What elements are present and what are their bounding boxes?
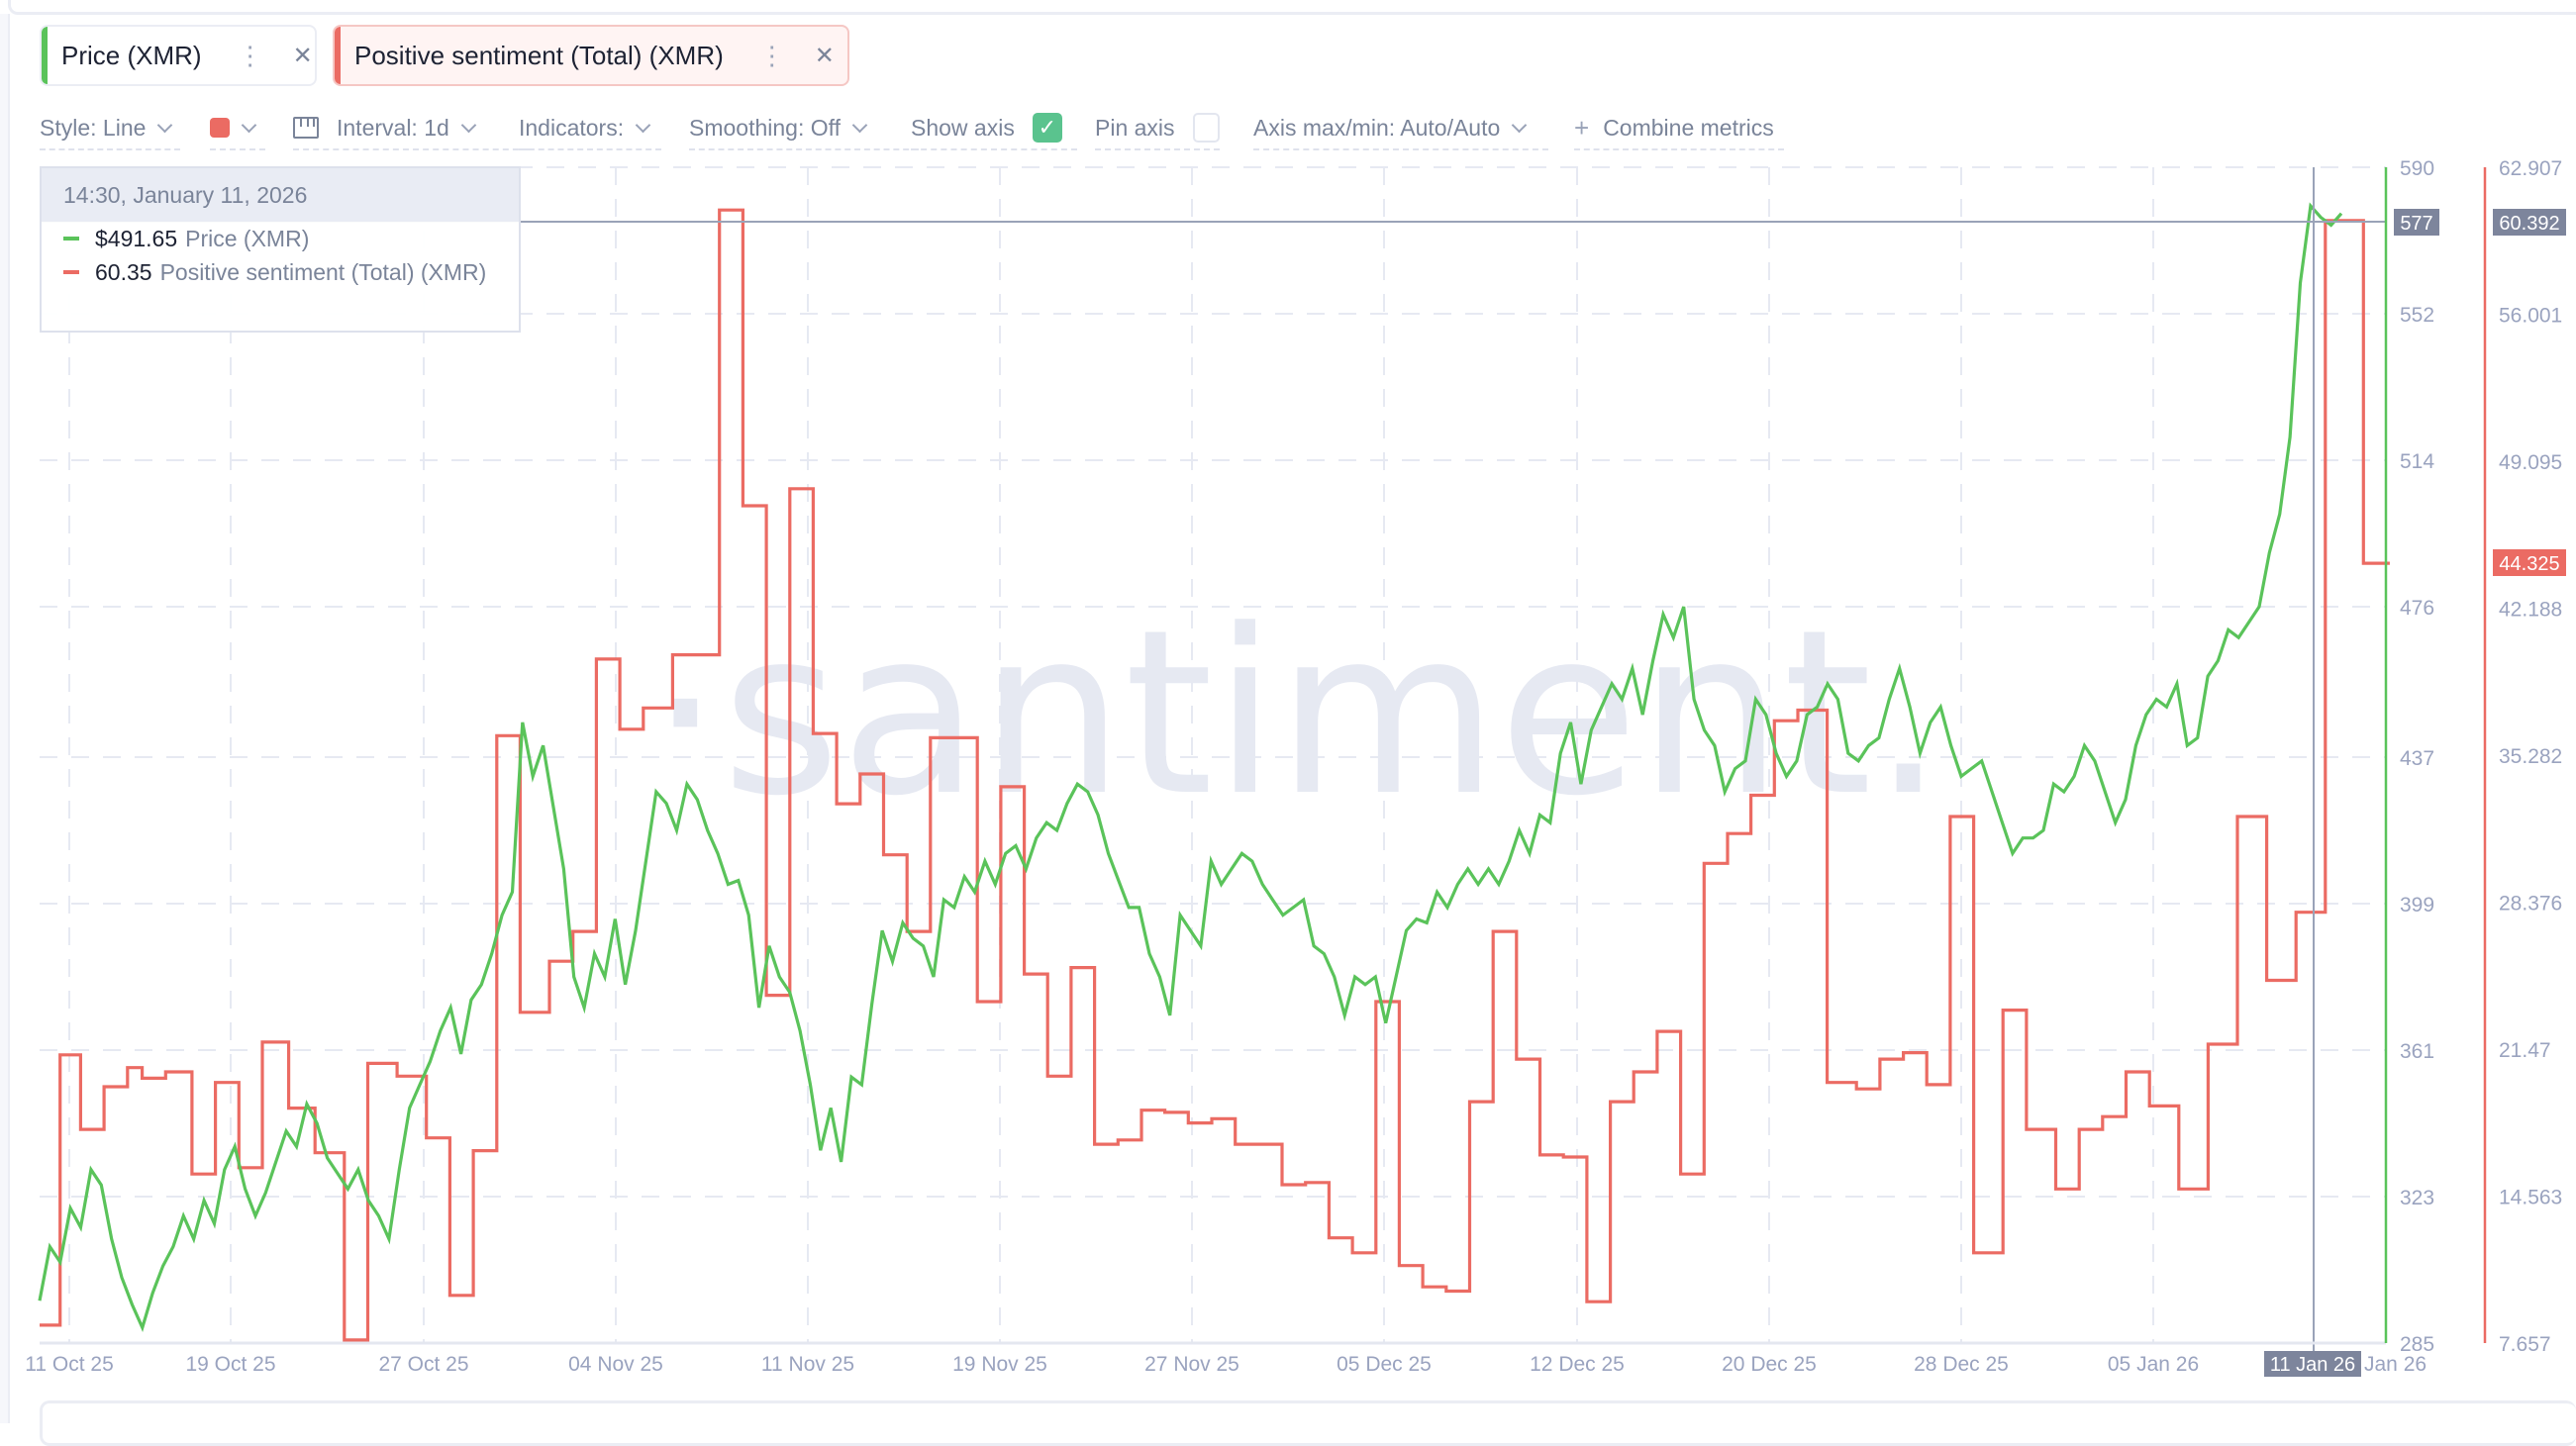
svg-text:285: 285 xyxy=(2400,1333,2434,1356)
tooltip-value: $491.65 xyxy=(95,225,178,251)
indicators-dropdown[interactable]: Indicators: xyxy=(519,107,661,150)
svg-text:437: 437 xyxy=(2400,747,2434,770)
svg-text:05 Jan 26: 05 Jan 26 xyxy=(2108,1353,2199,1376)
metric-chip-label: Price (XMR) xyxy=(61,40,202,70)
combine-metrics-label: Combine metrics xyxy=(1603,114,1774,141)
smoothing-dropdown[interactable]: Smoothing: Off xyxy=(689,107,919,150)
svg-text:11 Jan 26: 11 Jan 26 xyxy=(2270,1354,2355,1376)
svg-text:7.657: 7.657 xyxy=(2499,1333,2551,1356)
close-icon[interactable]: ✕ xyxy=(814,42,835,69)
svg-text:28.376: 28.376 xyxy=(2499,892,2562,915)
more-vertical-icon[interactable]: ⋮ xyxy=(758,40,785,70)
pin-axis-toggle[interactable]: Pin axis xyxy=(1095,107,1220,150)
indicators-label: Indicators: xyxy=(519,114,625,141)
color-picker[interactable] xyxy=(210,107,265,150)
metric-color-bar xyxy=(335,27,341,84)
x-axis-ticks: 11 Oct 25 19 Oct 25 27 Oct 25 04 Nov 25 11 N… xyxy=(25,1353,2427,1376)
svg-text:21.47: 21.47 xyxy=(2499,1039,2551,1062)
range-navigator[interactable] xyxy=(40,1400,2576,1446)
pin-axis-label: Pin axis xyxy=(1095,114,1175,141)
close-icon[interactable]: ✕ xyxy=(292,42,313,69)
svg-text:60.392: 60.392 xyxy=(2499,213,2559,235)
tooltip-metric-name: Price (XMR) xyxy=(185,225,310,251)
show-axis-toggle[interactable]: Show axis ✓ xyxy=(911,107,1077,150)
svg-text:552: 552 xyxy=(2400,304,2434,327)
svg-text:12 Dec 25: 12 Dec 25 xyxy=(1530,1353,1625,1376)
more-vertical-icon[interactable]: ⋮ xyxy=(237,40,263,70)
interval-label: Interval: 1d xyxy=(337,114,449,141)
style-label: Style: Line xyxy=(40,114,147,141)
svg-text:44.325: 44.325 xyxy=(2499,553,2559,575)
svg-text:514: 514 xyxy=(2400,450,2434,473)
crosshair-sentiment-label: 60.392 xyxy=(2493,209,2566,236)
svg-text:19 Nov 25: 19 Nov 25 xyxy=(952,1353,1047,1376)
svg-text:20 Dec 25: 20 Dec 25 xyxy=(1722,1353,1817,1376)
tooltip-value: 60.35 xyxy=(95,258,152,285)
sentiment-axis-ticks: 62.907 56.001 49.095 42.188 35.282 28.376 21.4… xyxy=(2499,157,2562,1356)
svg-text:56.001: 56.001 xyxy=(2499,304,2562,327)
svg-text:14.563: 14.563 xyxy=(2499,1187,2562,1209)
left-rail xyxy=(0,14,10,1423)
top-panel-edge xyxy=(8,0,2576,15)
svg-text:35.282: 35.282 xyxy=(2499,745,2562,768)
svg-text:49.095: 49.095 xyxy=(2499,451,2562,474)
svg-text:42.188: 42.188 xyxy=(2499,599,2562,622)
svg-text:19 Oct 25: 19 Oct 25 xyxy=(185,1353,275,1376)
color-swatch xyxy=(210,118,230,138)
tooltip-row-price: $491.65 Price (XMR) xyxy=(63,222,519,255)
svg-text:05 Dec 25: 05 Dec 25 xyxy=(1337,1353,1432,1376)
style-dropdown[interactable]: Style: Line xyxy=(40,107,180,150)
svg-text:11 Nov 25: 11 Nov 25 xyxy=(761,1353,854,1376)
svg-text:Jan 26: Jan 26 xyxy=(2364,1353,2427,1376)
svg-text:577: 577 xyxy=(2400,213,2432,235)
svg-text:361: 361 xyxy=(2400,1040,2434,1063)
show-axis-label: Show axis xyxy=(911,114,1015,141)
watermark: ·santiment. xyxy=(649,582,1944,846)
crosshair-date-label: 11 Jan 26 xyxy=(2264,1351,2361,1377)
price-axis-ticks: 590 552 514 476 437 399 361 323 285 xyxy=(2400,157,2434,1356)
metric-chip-price[interactable]: Price (XMR) ⋮ ✕ xyxy=(40,25,317,86)
combine-metrics-button[interactable]: + Combine metrics xyxy=(1574,107,1784,150)
svg-text:323: 323 xyxy=(2400,1187,2434,1209)
legend-dash-icon xyxy=(63,237,79,241)
axis-maxmin-label: Axis max/min: Auto/Auto xyxy=(1253,114,1501,141)
svg-text:11 Oct 25: 11 Oct 25 xyxy=(25,1353,114,1376)
metric-color-bar xyxy=(42,27,48,84)
axis-maxmin-dropdown[interactable]: Axis max/min: Auto/Auto xyxy=(1253,107,1548,150)
plus-icon: + xyxy=(1574,112,1590,143)
smoothing-label: Smoothing: Off xyxy=(689,114,841,141)
metric-chip-label: Positive sentiment (Total) (XMR) xyxy=(354,40,724,70)
last-value-sentiment-label: 44.325 xyxy=(2493,549,2566,576)
tooltip-metric-name: Positive sentiment (Total) (XMR) xyxy=(159,258,487,285)
tooltip-row-sentiment: 60.35 Positive sentiment (Total) (XMR) xyxy=(63,255,519,289)
svg-text:28 Dec 25: 28 Dec 25 xyxy=(1914,1353,2009,1376)
tooltip-datetime: 14:30, January 11, 2026 xyxy=(42,168,519,222)
chart-tooltip: 14:30, January 11, 2026 $491.65 Price (X… xyxy=(40,166,521,333)
checkbox-checked-icon[interactable]: ✓ xyxy=(1032,113,1062,143)
crosshair-price-label: 577 xyxy=(2394,209,2439,236)
checkbox-unchecked-icon[interactable] xyxy=(1192,113,1220,143)
ruler-icon xyxy=(293,117,319,139)
svg-text:399: 399 xyxy=(2400,894,2434,916)
svg-text:590: 590 xyxy=(2400,157,2434,180)
price-line xyxy=(38,202,2343,1333)
svg-text:27 Nov 25: 27 Nov 25 xyxy=(1144,1353,1239,1376)
metric-chip-sentiment[interactable]: Positive sentiment (Total) (XMR) ⋮ ✕ xyxy=(333,25,849,86)
legend-dash-icon xyxy=(63,270,79,274)
svg-text:476: 476 xyxy=(2400,597,2434,620)
interval-dropdown[interactable]: Interval: 1d xyxy=(293,107,529,150)
sentiment-line xyxy=(40,208,2390,1342)
svg-text:27 Oct 25: 27 Oct 25 xyxy=(378,1353,468,1376)
svg-text:04 Nov 25: 04 Nov 25 xyxy=(568,1353,663,1376)
svg-text:62.907: 62.907 xyxy=(2499,157,2562,180)
